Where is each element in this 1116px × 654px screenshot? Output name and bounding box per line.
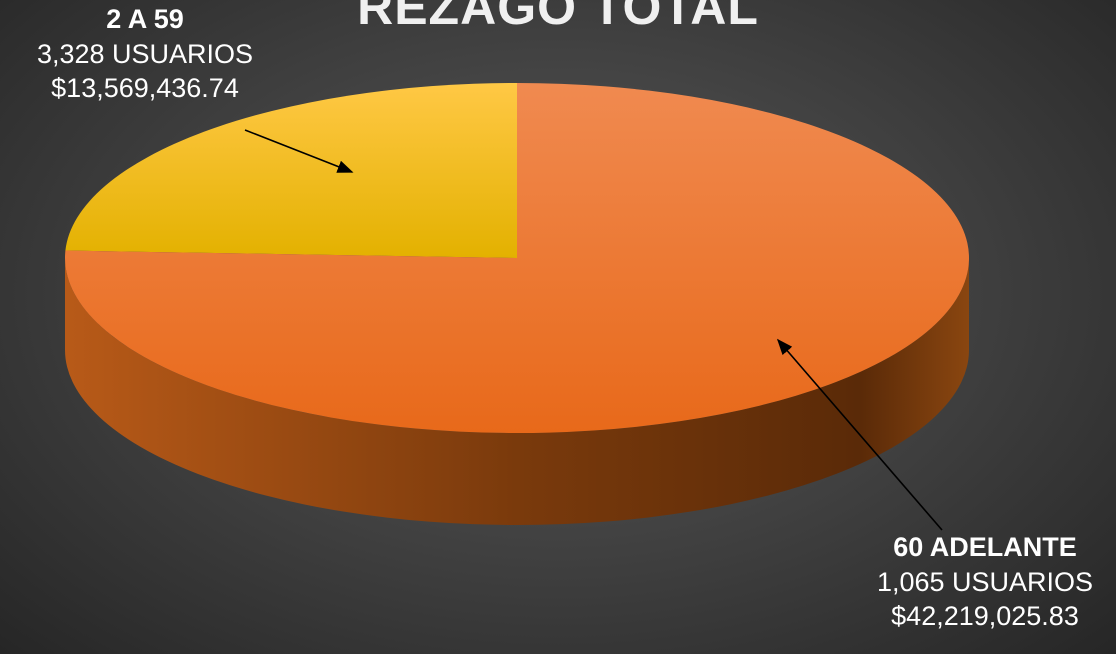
pie-slice-2 xyxy=(64,83,970,433)
slice-label-amount: $42,219,025.83 xyxy=(891,601,1079,632)
pie-slice-1 xyxy=(65,82,517,258)
data-label-slice-2: 60 ADELANTE 1,065 USUARIOS $42,219,025.8… xyxy=(855,530,1115,634)
slice-label-users: 1,065 USUARIOS xyxy=(876,566,1094,597)
slice-label-name: 2 A 59 xyxy=(106,4,184,34)
slice-label-users: 3,328 USUARIOS xyxy=(36,38,254,69)
pointer-arrow-right xyxy=(776,338,943,531)
pie-side-wall xyxy=(65,258,969,525)
chart-title: REZAGO TOTAL xyxy=(357,0,759,35)
data-label-slice-1: 2 A 59 3,328 USUARIOS $13,569,436.74 xyxy=(10,2,280,106)
slice-label-name: 60 ADELANTE xyxy=(893,532,1077,562)
pointer-arrow-left xyxy=(244,129,354,173)
slice-label-amount: $13,569,436.74 xyxy=(51,73,239,104)
